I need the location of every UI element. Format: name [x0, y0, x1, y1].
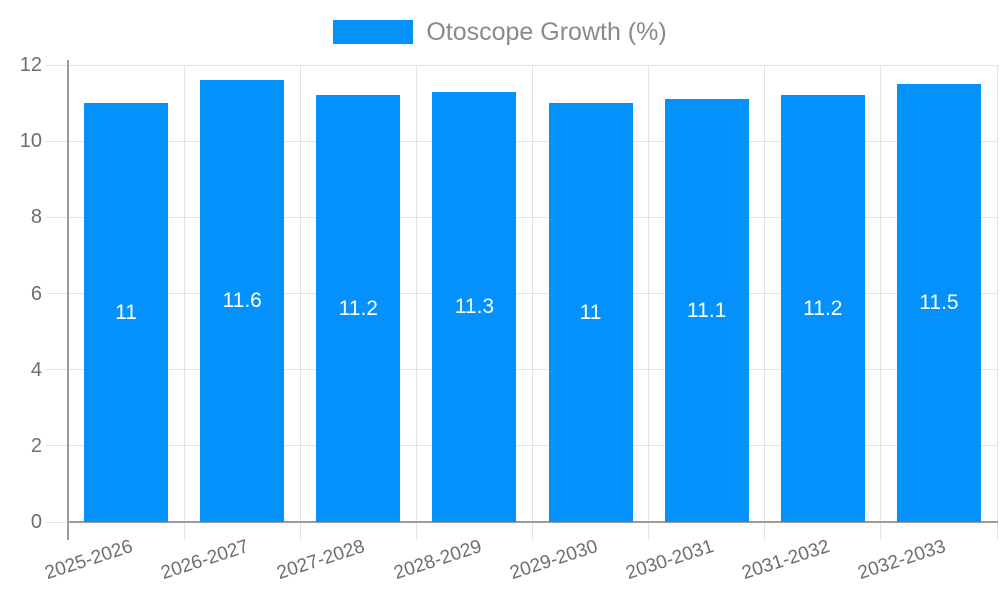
y-tick — [46, 521, 68, 523]
y-tick — [46, 64, 68, 66]
bar-value-label: 11.2 — [803, 296, 843, 320]
x-tick-label: 2028-2029 — [391, 536, 484, 585]
x-tick-label: 2030-2031 — [623, 536, 717, 585]
bar-value-label: 11.5 — [919, 291, 959, 314]
y-tick-label: 10 — [19, 130, 42, 153]
x-gridline — [532, 65, 533, 522]
y-tick — [46, 293, 68, 294]
x-tick — [532, 522, 533, 540]
bar: 11.3 — [432, 91, 517, 522]
x-tick-label: 2026-2027 — [158, 536, 252, 585]
y-tick-label: 8 — [30, 206, 42, 229]
x-tick — [299, 522, 301, 540]
x-tick — [764, 522, 766, 540]
y-tick-label: 12 — [19, 54, 42, 76]
y-tick-label: 6 — [30, 282, 42, 305]
bar: 11.6 — [200, 80, 285, 522]
legend-swatch — [333, 20, 414, 44]
x-tick-label: 2029-2030 — [507, 536, 601, 585]
bar-value-label: 11.2 — [338, 296, 378, 320]
y-tick-label: 0 — [30, 511, 42, 533]
bar: 11.5 — [896, 84, 981, 522]
bar-value-label: 11 — [115, 300, 137, 324]
y-tick — [46, 140, 68, 142]
bar-value-label: 11.1 — [687, 298, 727, 322]
x-tick — [648, 522, 650, 540]
x-gridline — [299, 65, 301, 522]
x-gridline — [183, 65, 185, 522]
y-tick — [46, 216, 68, 218]
y-tick-label: 2 — [30, 434, 42, 457]
y-tick-label: 4 — [30, 358, 42, 381]
x-tick-label: 2027-2028 — [274, 536, 368, 585]
y-axis-line — [66, 60, 69, 540]
bar-value-label: 11 — [579, 300, 602, 324]
x-tick — [183, 522, 185, 540]
y-tick — [46, 445, 68, 447]
x-tick — [880, 522, 882, 540]
legend[interactable]: Otoscope Growth (%) — [0, 17, 1000, 47]
x-tick-label: 2025-2026 — [42, 536, 136, 585]
x-gridline — [996, 65, 998, 522]
x-tick-label: 2032-2033 — [855, 536, 949, 585]
x-gridline — [764, 65, 766, 522]
bar-value-label: 11.3 — [454, 294, 495, 318]
bar: 11 — [84, 103, 169, 522]
x-tick — [415, 522, 417, 540]
x-axis-line — [68, 521, 998, 523]
bar: 11.2 — [316, 95, 401, 522]
bar-value-label: 11.6 — [222, 289, 262, 313]
x-gridline — [880, 65, 882, 522]
bar: 11 — [548, 103, 633, 522]
bar: 11.2 — [780, 95, 865, 522]
x-gridline — [415, 65, 417, 522]
legend-label: Otoscope Growth (%) — [426, 18, 667, 46]
x-tick-label: 2031-2032 — [739, 536, 833, 585]
bar: 11.1 — [664, 99, 749, 522]
y-tick — [46, 369, 68, 371]
x-tick — [996, 522, 998, 540]
x-gridline — [648, 65, 650, 522]
